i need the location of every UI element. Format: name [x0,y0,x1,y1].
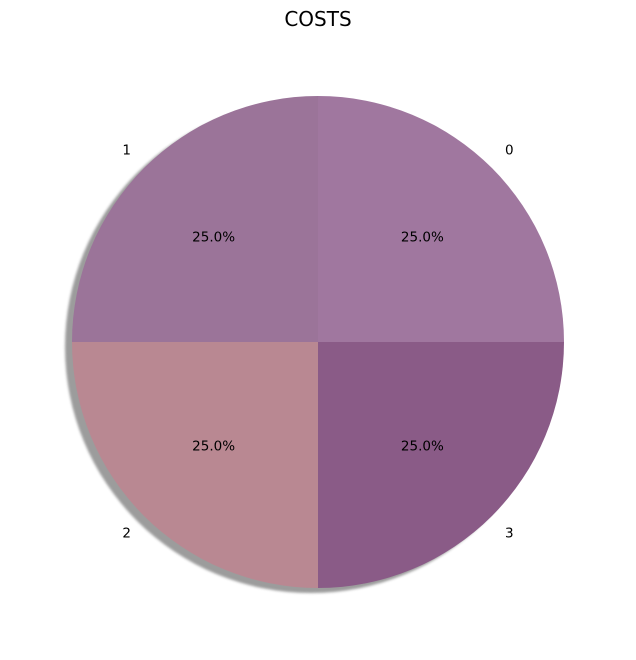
slice-label-2: 2 [122,525,131,541]
percent-label-2: 25.0% [192,438,235,454]
pie-slice-0 [318,96,564,342]
slice-label-1: 1 [122,143,131,159]
pie-labels: 0 25.0% 1 25.0% 2 25.0% 3 25.0% [122,143,513,542]
slice-label-3: 3 [505,525,514,541]
chart-title: COSTS [284,7,351,31]
pie-slice-1 [72,96,318,342]
pie-slice-3 [318,342,564,588]
percent-label-0: 25.0% [401,230,444,246]
percent-label-1: 25.0% [192,230,235,246]
pie-slice-2 [72,342,318,588]
percent-label-3: 25.0% [401,438,444,454]
slice-label-0: 0 [505,143,514,159]
pie-slices [72,96,564,588]
